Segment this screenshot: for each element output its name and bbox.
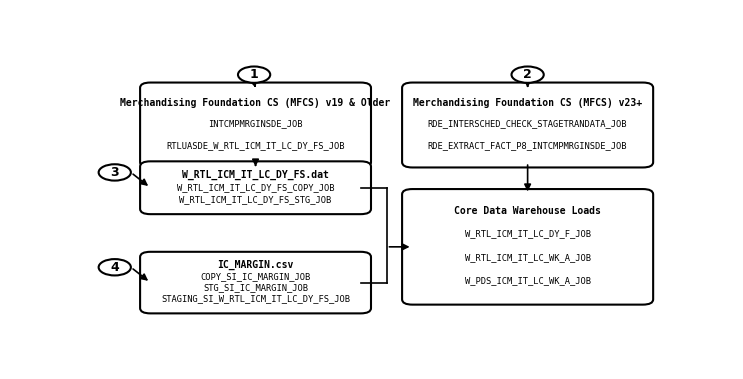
Text: RDE_EXTRACT_FACT_P8_INTCMPMRGINSDE_JOB: RDE_EXTRACT_FACT_P8_INTCMPMRGINSDE_JOB bbox=[428, 141, 627, 150]
FancyBboxPatch shape bbox=[140, 83, 371, 168]
FancyBboxPatch shape bbox=[140, 161, 371, 214]
FancyBboxPatch shape bbox=[140, 252, 371, 313]
Text: W_PDS_ICM_IT_LC_WK_A_JOB: W_PDS_ICM_IT_LC_WK_A_JOB bbox=[464, 276, 591, 285]
Circle shape bbox=[99, 259, 131, 276]
Text: W_RTL_ICM_IT_LC_DY_F_JOB: W_RTL_ICM_IT_LC_DY_F_JOB bbox=[464, 230, 591, 238]
Text: RDE_INTERSCHED_CHECK_STAGETRANDATA_JOB: RDE_INTERSCHED_CHECK_STAGETRANDATA_JOB bbox=[428, 119, 627, 128]
Text: Merchandising Foundation CS (MFCS) v23+: Merchandising Foundation CS (MFCS) v23+ bbox=[413, 98, 642, 108]
Text: INTCMPMRGINSDE_JOB: INTCMPMRGINSDE_JOB bbox=[208, 119, 303, 128]
Text: Core Data Warehouse Loads: Core Data Warehouse Loads bbox=[454, 206, 601, 216]
Text: W_RTL_ICM_IT_LC_DY_FS.dat: W_RTL_ICM_IT_LC_DY_FS.dat bbox=[182, 170, 329, 180]
FancyBboxPatch shape bbox=[402, 83, 653, 168]
Text: STG_SI_IC_MARGIN_JOB: STG_SI_IC_MARGIN_JOB bbox=[203, 283, 308, 292]
FancyBboxPatch shape bbox=[402, 189, 653, 305]
Text: Merchandising Foundation CS (MFCS) v19 & Older: Merchandising Foundation CS (MFCS) v19 &… bbox=[120, 98, 391, 108]
Text: W_RTL_ICM_IT_LC_WK_A_JOB: W_RTL_ICM_IT_LC_WK_A_JOB bbox=[464, 253, 591, 262]
Text: COPY_SI_IC_MARGIN_JOB: COPY_SI_IC_MARGIN_JOB bbox=[201, 272, 311, 281]
Text: STAGING_SI_W_RTL_ICM_IT_LC_DY_FS_JOB: STAGING_SI_W_RTL_ICM_IT_LC_DY_FS_JOB bbox=[161, 294, 350, 304]
Text: IC_MARGIN.csv: IC_MARGIN.csv bbox=[218, 260, 293, 270]
Circle shape bbox=[238, 66, 270, 83]
Text: 2: 2 bbox=[523, 68, 532, 81]
Text: RTLUASDE_W_RTL_ICM_IT_LC_DY_FS_JOB: RTLUASDE_W_RTL_ICM_IT_LC_DY_FS_JOB bbox=[166, 141, 345, 150]
Text: W_RTL_ICM_IT_LC_DY_FS_COPY_JOB: W_RTL_ICM_IT_LC_DY_FS_COPY_JOB bbox=[177, 183, 334, 192]
Text: 1: 1 bbox=[250, 68, 259, 81]
Text: 3: 3 bbox=[111, 166, 119, 179]
Circle shape bbox=[511, 66, 544, 83]
Circle shape bbox=[99, 164, 131, 181]
Text: 4: 4 bbox=[111, 261, 119, 274]
Text: W_RTL_ICM_IT_LC_DY_FS_STG_JOB: W_RTL_ICM_IT_LC_DY_FS_STG_JOB bbox=[179, 195, 331, 204]
